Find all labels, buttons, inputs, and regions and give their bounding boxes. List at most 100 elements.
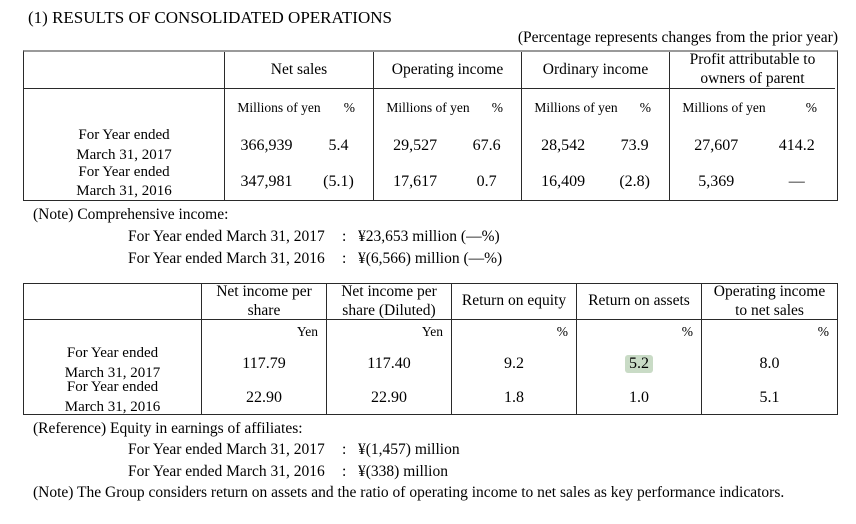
table-cell-value: 1.8 [504, 388, 524, 406]
unit-cell: Yen [326, 320, 451, 346]
unit-cell: % [451, 320, 576, 346]
note-line: For Year ended March 31, 2017 : ¥23,653 … [0, 228, 856, 250]
table-cell-value: 5,369 [698, 173, 735, 190]
unit-label: Millions of yen [682, 99, 766, 115]
unit-label: Millions of yen [386, 99, 470, 115]
table-cell-value: 16,409 [541, 173, 586, 190]
cell-roe-2016: 1.8 [451, 381, 576, 414]
cell-net-sales-2016: 347,981 (5.1) [224, 164, 373, 200]
unit-cell: % [701, 320, 837, 346]
table-cell-value: 117.40 [367, 354, 411, 372]
column-header-profit-attributable: Profit attributable to owners of parent [669, 51, 835, 89]
percent-label: % [343, 100, 355, 115]
corner-cell [24, 52, 224, 89]
table-cell-value: 347,981 [240, 173, 293, 190]
column-header-net-income-per-share: Net income per share [201, 283, 326, 320]
note-line-value: ¥(1,457) million [358, 441, 460, 458]
note-line-label: For Year ended March 31, 2016 [128, 250, 325, 267]
table-cell-pct: (5.1) [323, 173, 354, 190]
note-line-colon: : [342, 228, 347, 245]
cell-op-income-ratio-2017: 8.0 [701, 346, 837, 381]
table-cell-value: 5.1 [759, 388, 780, 406]
cell-profit-2016: 5,369 — [669, 164, 835, 200]
table-cell-pct: 5.4 [328, 136, 349, 154]
table-cell-value: 1.0 [629, 388, 649, 406]
table-cell-pct: 0.7 [476, 173, 497, 190]
unit-cell-profit: Millions of yen % [669, 89, 835, 127]
column-header-operating-income: Operating income [373, 52, 521, 89]
row-label-fy2017: For Year ended March 31, 2017 [24, 345, 201, 381]
cell-roa-2016: 1.0 [576, 381, 701, 414]
cell-ordinary-income-2016: 16,409 (2.8) [521, 164, 669, 200]
note-line-label: For Year ended March 31, 2017 [128, 441, 325, 458]
table-cell-value: 29,527 [393, 136, 438, 154]
table-cell-value: 27,607 [694, 136, 739, 154]
highlighted-value: 5.2 [625, 354, 653, 373]
note-line: For Year ended March 31, 2016 : ¥(338) m… [0, 463, 856, 485]
percent-label: % [491, 100, 503, 115]
row-label-line: For Year ended [66, 379, 159, 395]
reference-equity-earnings-heading: (Reference) Equity in earnings of affili… [33, 420, 303, 437]
note-line-colon: : [342, 463, 347, 480]
row-label-line: March 31, 2016 [64, 398, 161, 415]
table-cell-value: 17,617 [393, 173, 438, 190]
row-label-line: For Year ended [78, 163, 170, 180]
cell-roa-2017: 5.2 [576, 346, 701, 381]
cell-operating-income-2016: 17,617 0.7 [373, 164, 521, 200]
table-cell-value: 22.90 [246, 388, 282, 406]
unit-cell-net-sales: Millions of yen % [224, 89, 373, 127]
table-cell-value: 117.79 [242, 354, 286, 372]
kpi-note: (Note) The Group considers return on ass… [33, 484, 785, 501]
table-cell-pct: 414.2 [778, 136, 815, 154]
unit-label: Millions of yen [534, 99, 618, 115]
per-share-ratios-table: Net income per share Net income per shar… [23, 283, 838, 415]
note-line: For Year ended March 31, 2016 : ¥(6,566)… [0, 250, 856, 272]
cell-roe-2017: 9.2 [451, 346, 576, 381]
row-label-line: For Year ended [66, 345, 159, 361]
cell-eps-2017: 117.79 [201, 346, 326, 381]
unit-cell-operating-income: Millions of yen % [373, 89, 521, 127]
cell-net-sales-2017: 366,939 5.4 [224, 127, 373, 164]
note-line-value: ¥(6,566) million (—%) [358, 250, 503, 267]
column-header-ordinary-income: Ordinary income [521, 52, 669, 89]
table-cell-pct: 67.6 [472, 136, 501, 154]
note-comprehensive-income-heading: (Note) Comprehensive income: [33, 206, 229, 223]
table-cell-pct: 73.9 [620, 136, 649, 154]
percentage-change-note: (Percentage represents changes from the … [517, 29, 838, 46]
note-line: For Year ended March 31, 2017 : ¥(1,457)… [0, 441, 856, 463]
note-line-colon: : [342, 441, 347, 458]
row-label-fy2016: For Year ended March 31, 2016 [24, 379, 201, 415]
cell-op-income-ratio-2016: 5.1 [701, 381, 837, 414]
unit-cell: Yen [201, 320, 326, 346]
row-label-fy2017: For Year ended March 31, 2017 [24, 127, 224, 164]
row-label-line: For Year ended [78, 127, 170, 143]
percent-label: % [639, 100, 651, 115]
consolidated-results-table: Net sales Operating income Ordinary inco… [23, 50, 838, 201]
unit-label: Millions of yen [237, 99, 321, 115]
column-header-return-on-assets: Return on assets [576, 284, 701, 320]
note-line-value: ¥(338) million [358, 463, 448, 480]
table-cell-value: 9.2 [504, 354, 524, 372]
note-line-colon: : [342, 250, 347, 267]
column-header-net-sales: Net sales [224, 52, 373, 89]
row-label-line: March 31, 2016 [76, 183, 172, 199]
row-label-fy2016: For Year ended March 31, 2016 [24, 164, 224, 200]
column-header-net-income-per-share-diluted: Net income per share (Diluted) [326, 283, 451, 320]
unit-cell: % [576, 320, 701, 346]
cell-eps-2016: 22.90 [201, 381, 326, 414]
unit-row-spacer [24, 320, 201, 346]
unit-row-spacer [24, 89, 224, 127]
note-line-value: ¥23,653 million (—%) [358, 228, 500, 245]
cell-profit-2017: 27,607 414.2 [669, 127, 835, 164]
table-cell-value: 8.0 [759, 354, 780, 372]
table-cell-value: 22.90 [371, 388, 407, 406]
column-header-operating-income-to-net-sales: Operating income to net sales [701, 283, 837, 320]
row-label-line: March 31, 2017 [76, 146, 172, 163]
note-line-label: For Year ended March 31, 2017 [128, 228, 325, 245]
row-label-line: March 31, 2017 [64, 364, 161, 381]
table-cell-value: 366,939 [240, 136, 293, 154]
table-cell-pct: — [788, 173, 805, 190]
table-cell-value: 28,542 [541, 136, 586, 154]
cell-eps-diluted-2017: 117.40 [326, 346, 451, 381]
